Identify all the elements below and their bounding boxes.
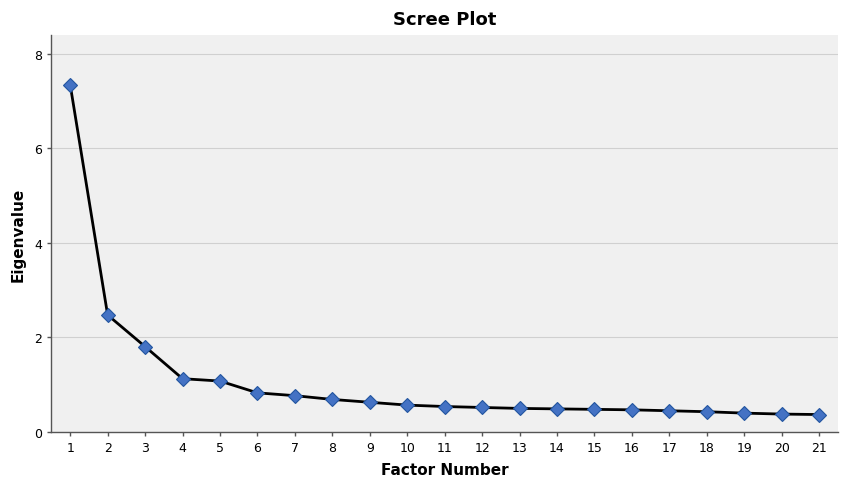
- X-axis label: Factor Number: Factor Number: [381, 462, 509, 477]
- Title: Scree Plot: Scree Plot: [393, 11, 497, 29]
- Y-axis label: Eigenvalue: Eigenvalue: [11, 187, 26, 281]
